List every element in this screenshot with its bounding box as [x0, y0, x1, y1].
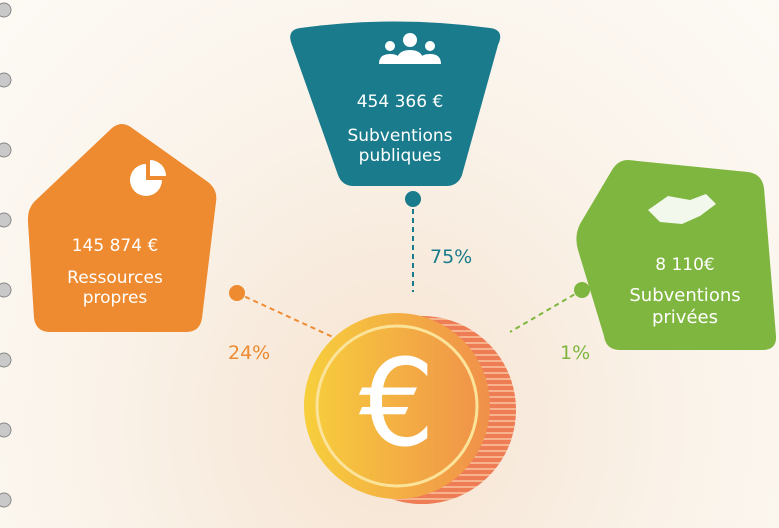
public-amount: 454 366 € [340, 92, 460, 112]
own-percent: 24% [228, 342, 270, 364]
own-label: Ressources propres [55, 268, 175, 308]
own-dot [229, 285, 245, 301]
public-percent: 75% [430, 246, 472, 268]
infographic: 454 366 € Subventions publiques 75% 145 … [0, 0, 779, 528]
private-percent: 1% [560, 342, 590, 364]
public-dot [405, 191, 421, 207]
private-dot [574, 282, 590, 298]
private-amount: 8 110€ [620, 255, 750, 275]
binding [0, 3, 11, 507]
public-label: Subventions publiques [340, 126, 460, 166]
coin-symbol: € [317, 340, 477, 470]
private-label: Subventions privées [620, 285, 750, 329]
own-amount: 145 874 € [55, 236, 175, 256]
